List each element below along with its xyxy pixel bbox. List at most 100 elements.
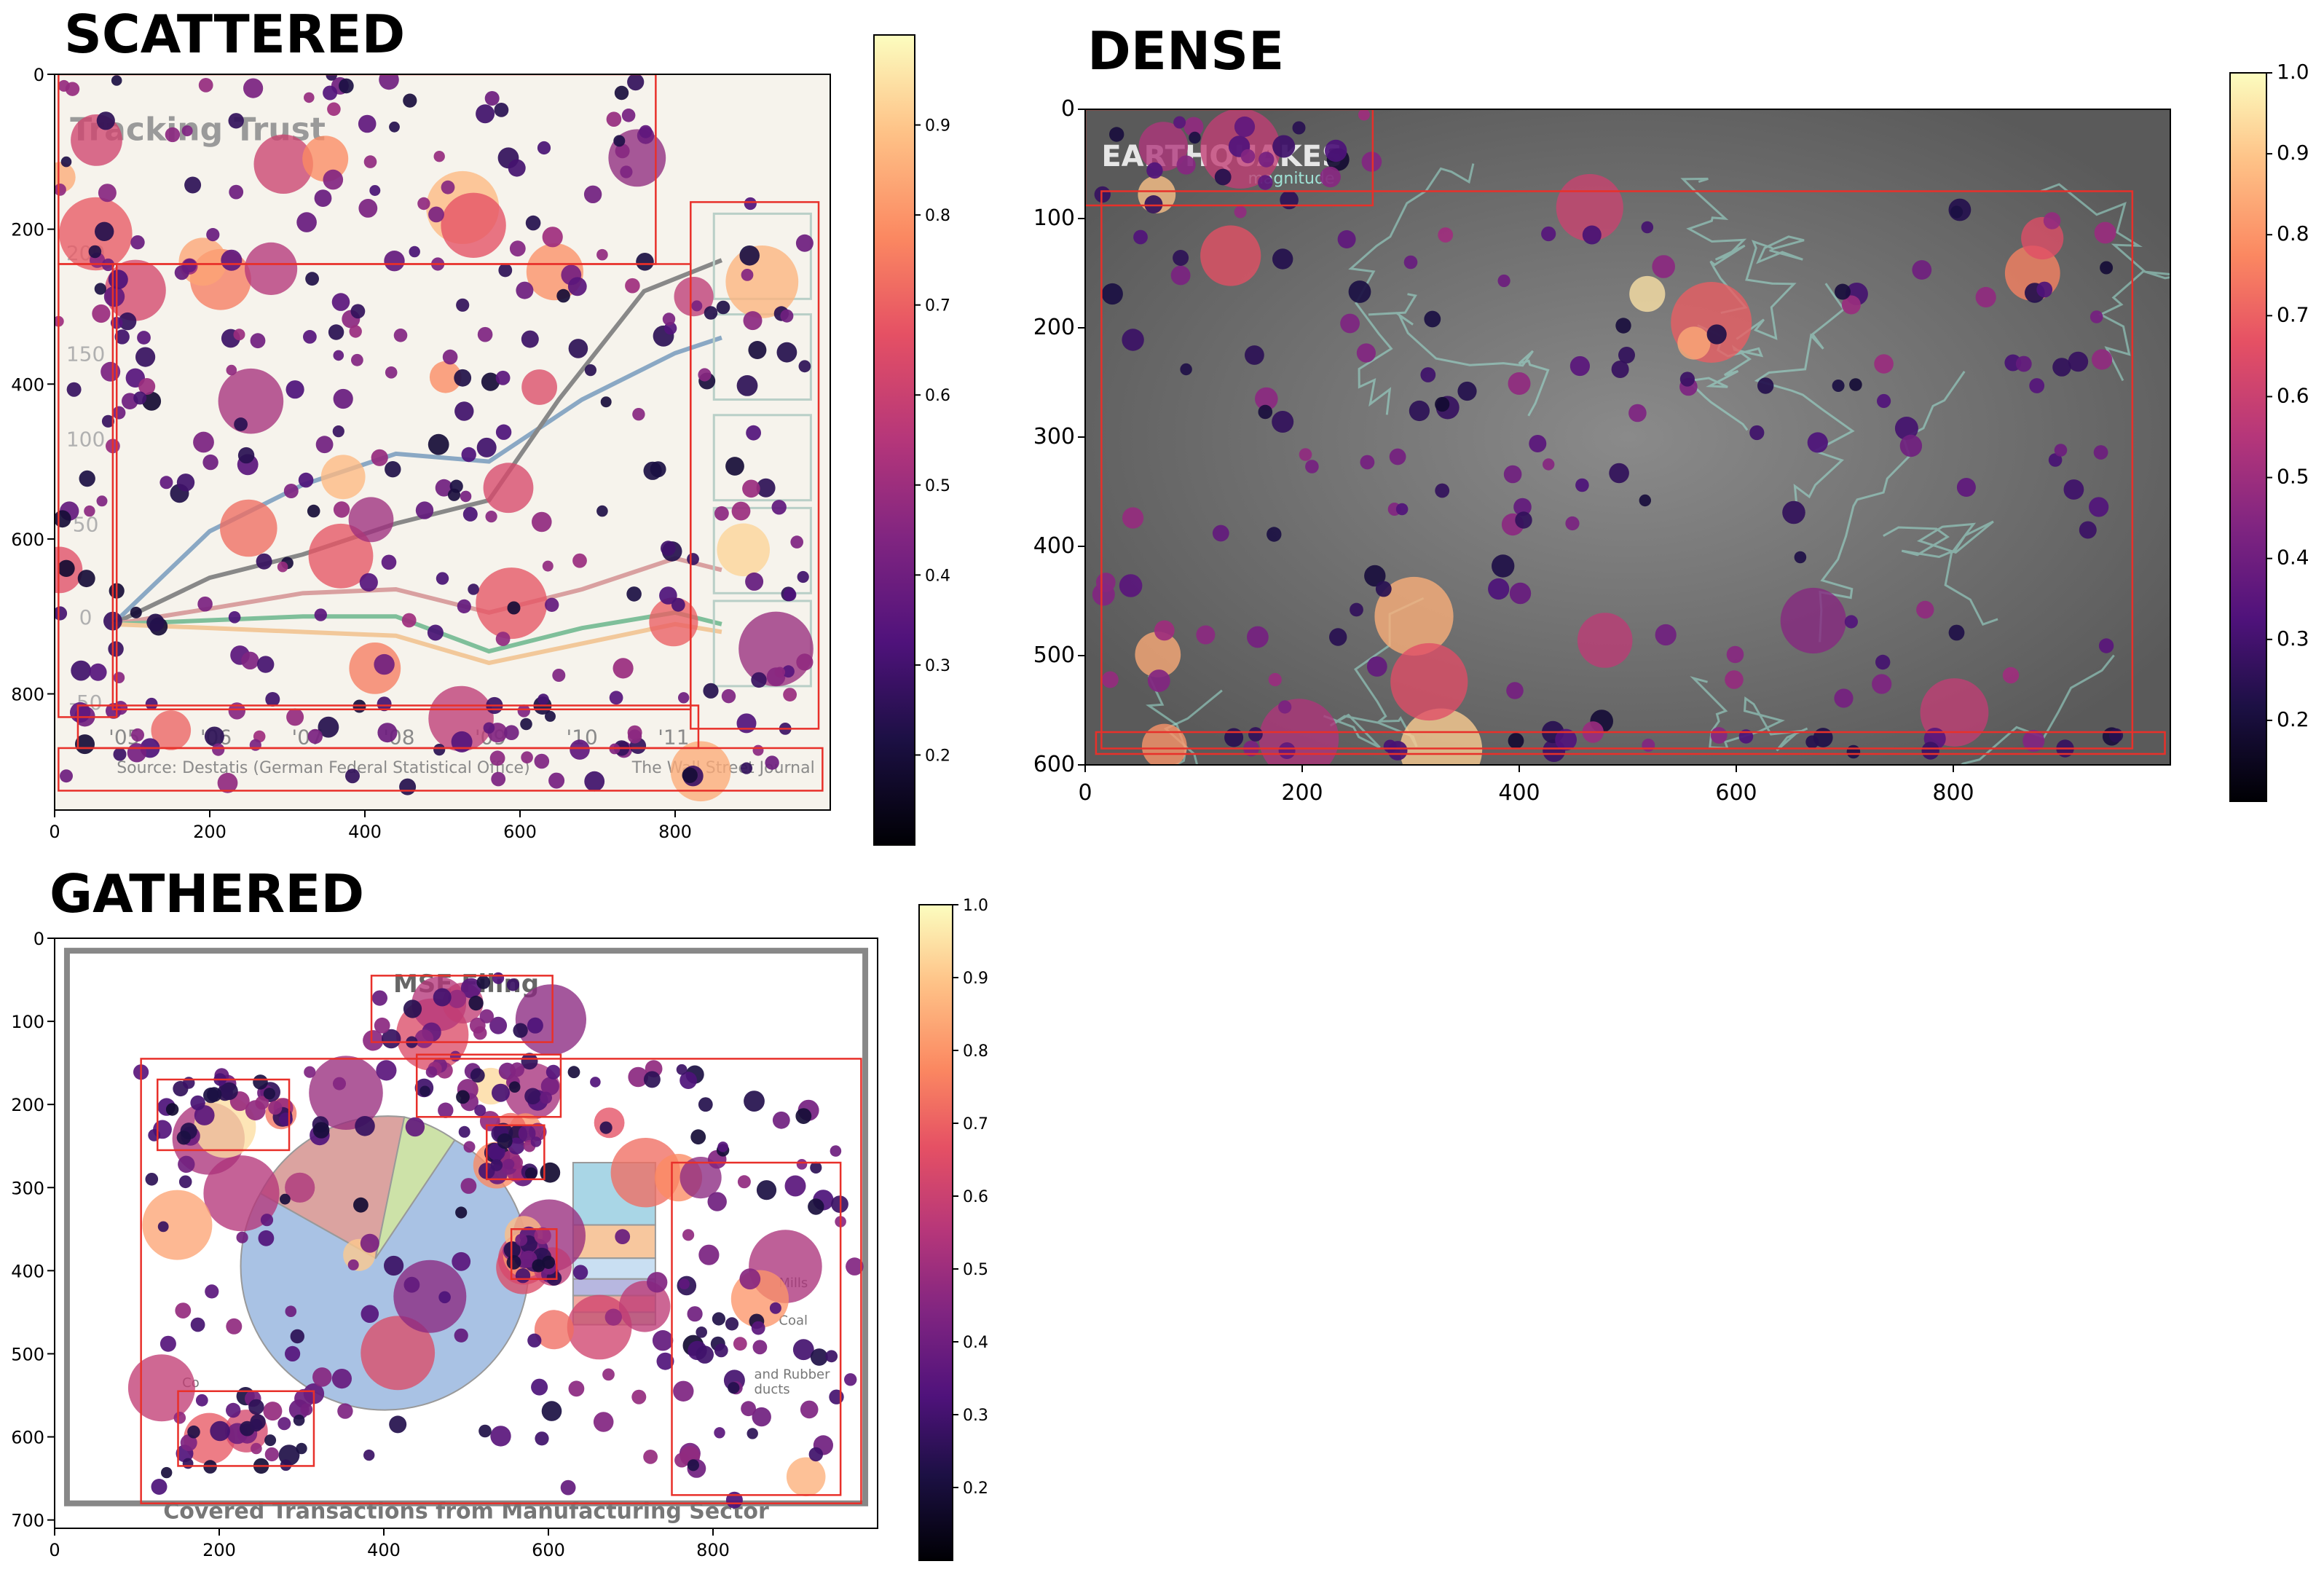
scatter-point xyxy=(1652,255,1675,278)
x-ticks: 0 200 400 600 800 xyxy=(49,810,692,842)
scatter-point xyxy=(698,368,712,382)
scatter-point xyxy=(371,449,388,466)
scatter-point xyxy=(769,1302,781,1314)
scatter-point xyxy=(1543,458,1555,471)
scatter-point xyxy=(371,990,387,1006)
scatter-point xyxy=(1710,727,1728,744)
scatter-point xyxy=(1849,378,1862,391)
scatter-point xyxy=(333,388,353,409)
colorbar-tick-label: 0.2 xyxy=(925,747,950,765)
scatter-point xyxy=(88,245,102,259)
scatter-point xyxy=(808,1198,824,1215)
scatter-point xyxy=(280,1193,291,1205)
scatter-point xyxy=(485,511,497,523)
scatter-point xyxy=(226,364,237,376)
x-tick-label: 800 xyxy=(1932,780,1974,806)
scatter-point xyxy=(846,1257,864,1276)
scatter-point xyxy=(1101,671,1119,688)
scatter-point xyxy=(84,505,95,517)
scatter-point xyxy=(451,731,473,752)
scatter-point xyxy=(1807,432,1828,453)
scatter-point xyxy=(133,391,147,405)
scatter-point xyxy=(253,1074,268,1090)
scatter-point xyxy=(1457,381,1477,401)
scatter-point xyxy=(1374,576,1454,656)
scatter-point xyxy=(1154,620,1175,641)
scatter-point xyxy=(460,490,472,503)
scatter-point xyxy=(531,1378,548,1396)
scatter-point xyxy=(433,151,445,162)
scatter-point xyxy=(353,1197,369,1213)
scatter-point xyxy=(674,1453,690,1468)
scatter-point xyxy=(1555,728,1577,751)
scatter-point xyxy=(1403,255,1418,270)
region-box-2 xyxy=(415,1053,562,1118)
scatter-point xyxy=(331,293,350,311)
scatter-point xyxy=(1196,625,1216,645)
scatter-point xyxy=(347,1259,359,1270)
scatter-point xyxy=(1395,503,1409,516)
scatter-point xyxy=(1258,404,1273,420)
scatter-point xyxy=(462,506,478,522)
scatter-point xyxy=(454,369,472,387)
y-ticks: 0 100 200 300 400 500 600 xyxy=(1033,96,1085,777)
scatter-point xyxy=(484,91,500,106)
scatter-points xyxy=(127,972,864,1509)
scatter-point xyxy=(725,457,744,476)
colorbar-tick-label: 0.9 xyxy=(925,117,950,135)
scatter-point xyxy=(1409,400,1430,422)
scatter-point xyxy=(1170,265,1191,286)
scatter-point xyxy=(241,651,259,669)
scatter-point xyxy=(142,1190,213,1260)
colorbar-ticks: 0.2 0.3 0.4 0.5 0.6 0.7 0.8 0.9 1.0 xyxy=(2266,60,2309,731)
scatter-point xyxy=(190,1095,205,1111)
scatter-points xyxy=(55,74,814,802)
scatter-point xyxy=(707,1192,727,1211)
scatter-point xyxy=(374,653,395,675)
scatter-point xyxy=(461,447,476,463)
scatter-point xyxy=(599,1121,612,1134)
scatter-point xyxy=(765,755,779,770)
colorbar-tick-label: 0.5 xyxy=(2277,465,2309,489)
scatter-point xyxy=(524,1088,541,1105)
scatter-point xyxy=(1834,688,1854,708)
scatter-point xyxy=(304,92,315,103)
scatter-point xyxy=(159,1335,176,1352)
colorbar-tick-label: 0.5 xyxy=(925,477,950,495)
scatter-point xyxy=(728,1382,740,1394)
scatter-point xyxy=(515,1233,528,1246)
x-tick-label: 0 xyxy=(49,822,60,842)
scatter-point xyxy=(256,553,272,570)
scatter-point xyxy=(327,102,341,117)
scatter-point xyxy=(165,1103,179,1116)
colorbar-ticks: 0.2 0.3 0.4 0.5 0.6 0.7 0.8 0.9 xyxy=(915,117,950,765)
scatter-point xyxy=(494,103,509,117)
scatter-point xyxy=(145,1173,159,1186)
scatter-point xyxy=(304,1066,316,1078)
region-box-1 xyxy=(1100,190,2134,750)
scatter-point xyxy=(534,753,550,769)
scatter-point xyxy=(545,710,556,722)
scatter-point xyxy=(138,378,156,395)
scatter-point xyxy=(389,1415,407,1434)
map-background xyxy=(1085,109,2170,765)
scatter-point xyxy=(71,660,92,681)
scatter-point xyxy=(771,500,787,515)
scatter-point xyxy=(454,401,474,421)
colorbar-tick-label: 0.3 xyxy=(925,657,950,675)
x-tick-label: 0 xyxy=(49,1540,60,1560)
scatter-point xyxy=(233,329,245,341)
scatter-point xyxy=(541,1401,562,1421)
scatter-point xyxy=(556,288,570,303)
scatter-point xyxy=(508,159,526,177)
scatter-point xyxy=(736,713,757,734)
y-tick-label: 200 xyxy=(1033,315,1075,340)
scatter-point xyxy=(1278,700,1292,714)
scatter-point xyxy=(613,135,626,147)
scatter-point xyxy=(1146,162,1163,179)
region-box-2 xyxy=(58,263,118,718)
scatter-point xyxy=(385,366,398,379)
scatter-point xyxy=(234,417,248,431)
scatter-point xyxy=(333,350,344,361)
scatter-point xyxy=(2089,310,2103,323)
